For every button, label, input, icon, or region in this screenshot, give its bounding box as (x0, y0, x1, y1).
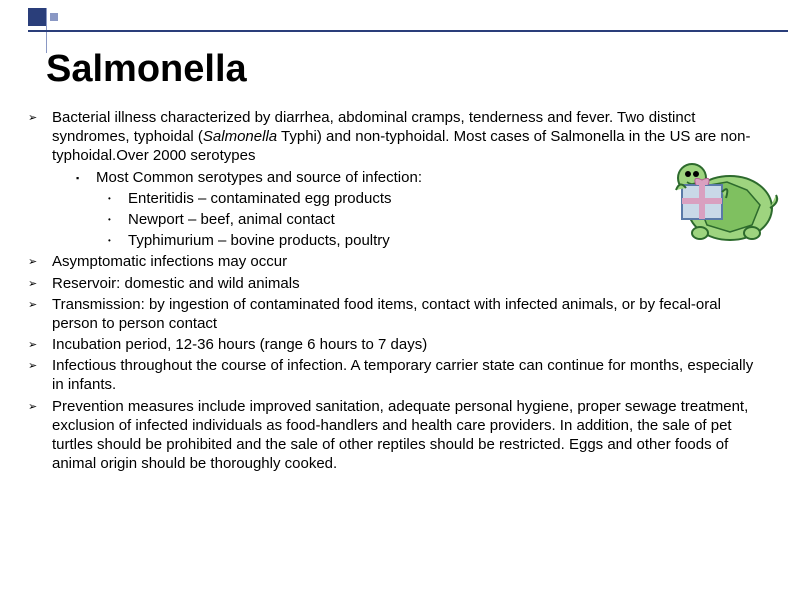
bullet-item: ➢ Infectious throughout the course of in… (28, 356, 768, 394)
chevron-right-icon: ➢ (28, 295, 52, 333)
dot-bullet-icon: • (108, 231, 128, 250)
square-bullet-icon: ▪ (76, 168, 96, 187)
chevron-right-icon: ➢ (28, 274, 52, 293)
deco-line-horizontal (28, 30, 788, 32)
text-italic: Salmonella (203, 128, 277, 145)
chevron-right-icon: ➢ (28, 335, 52, 354)
deco-square-large (28, 8, 46, 26)
bullet-item: ➢ Incubation period, 12-36 hours (range … (28, 335, 768, 354)
dot-bullet-icon: • (108, 210, 128, 229)
bullet-item: ➢ Transmission: by ingestion of contamin… (28, 295, 768, 333)
turtle-gift-icon (652, 130, 782, 260)
bullet-text: Infectious throughout the course of infe… (52, 356, 768, 394)
bullet-item: ➢ Reservoir: domestic and wild animals (28, 274, 768, 293)
bullet-text: Incubation period, 12-36 hours (range 6 … (52, 335, 768, 354)
dot-bullet-icon: • (108, 189, 128, 208)
bullet-text: Reservoir: domestic and wild animals (52, 274, 768, 293)
chevron-right-icon: ➢ (28, 252, 52, 271)
deco-square-small (50, 13, 58, 21)
bullet-text: Transmission: by ingestion of contaminat… (52, 295, 768, 333)
page-title: Salmonella (46, 48, 247, 91)
chevron-right-icon: ➢ (28, 356, 52, 394)
bullet-item: ➢ Prevention measures include improved s… (28, 397, 768, 474)
chevron-right-icon: ➢ (28, 397, 52, 474)
chevron-right-icon: ➢ (28, 108, 52, 166)
bullet-text: Prevention measures include improved san… (52, 397, 768, 474)
